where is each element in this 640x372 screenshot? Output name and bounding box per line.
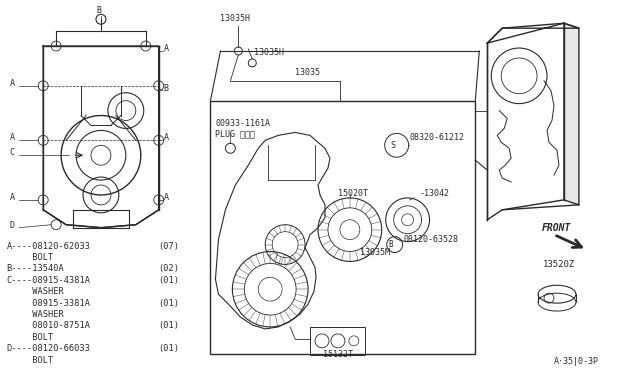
Text: (01): (01) [159,321,180,330]
Text: D: D [10,221,14,230]
Text: 15020T: 15020T [338,189,368,198]
Bar [211,101,476,354]
Text: WASHER: WASHER [6,287,64,296]
Text: (01): (01) [159,276,180,285]
Text: 15132T: 15132T [323,350,353,359]
Text: 13035M: 13035M [360,248,390,257]
Polygon shape [487,23,579,43]
Text: -13042: -13042 [420,189,449,198]
Text: PLUG プラグ: PLUG プラグ [216,129,255,138]
Text: 08120-63528: 08120-63528 [404,235,459,244]
Text: (07): (07) [159,241,180,251]
Text: 13035H: 13035H [254,48,284,57]
Text: BOLT: BOLT [6,333,54,342]
Text: A: A [164,193,169,202]
Text: B: B [164,84,169,93]
Text: B: B [388,240,393,249]
Text: C----08915-4381A: C----08915-4381A [6,276,90,285]
Text: C: C [10,148,14,157]
Text: A: A [164,133,169,142]
Text: A: A [10,79,14,88]
Text: WASHER: WASHER [6,310,64,319]
Text: 13035H: 13035H [220,14,250,23]
Text: S: S [390,141,395,150]
Text: (01): (01) [159,344,180,353]
Text: (01): (01) [159,299,180,308]
Text: 08010-8751A: 08010-8751A [6,321,90,330]
Text: BOLT: BOLT [6,253,54,262]
Text: 13035: 13035 [295,68,320,77]
Polygon shape [564,23,579,205]
Text: 08915-3381A: 08915-3381A [6,299,90,308]
Text: A: A [164,44,169,53]
Text: 13520Z: 13520Z [543,260,575,269]
Text: FRONT: FRONT [542,223,572,233]
Text: BOLT: BOLT [6,356,54,365]
Text: B----13540A: B----13540A [6,264,64,273]
Text: B: B [96,6,101,15]
Text: 00933-1161A: 00933-1161A [216,119,271,128]
Text: A: A [10,193,14,202]
Text: A: A [10,133,14,142]
Bar [310,327,365,355]
Text: 08320-61212: 08320-61212 [410,133,465,142]
Text: D----08120-66033: D----08120-66033 [6,344,90,353]
Text: A·35|0-3P: A·35|0-3P [554,357,599,366]
Text: (02): (02) [159,264,180,273]
Text: A----08120-62033: A----08120-62033 [6,241,90,251]
